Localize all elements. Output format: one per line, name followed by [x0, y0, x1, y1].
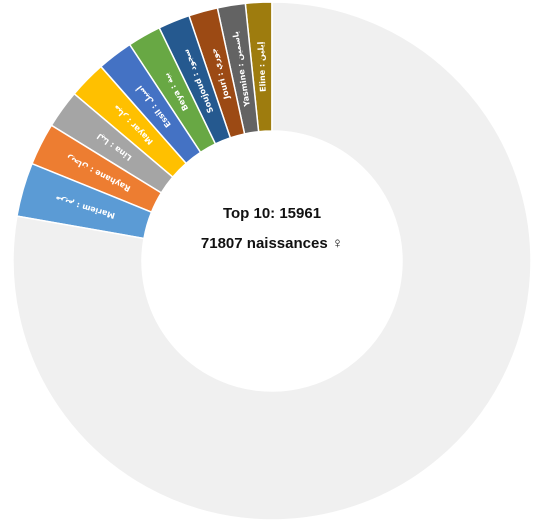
slice-1 — [216, 2, 260, 135]
slice-6 — [73, 65, 188, 179]
slice-3 — [158, 14, 232, 145]
slice-10 — [12, 1, 532, 521]
slice-7 — [50, 92, 174, 194]
slice-2 — [188, 6, 246, 139]
slice-label-0: Eline : إيلين — [256, 41, 268, 92]
donut-slices — [12, 1, 532, 521]
slice-5 — [99, 43, 202, 165]
slice-9 — [16, 162, 153, 240]
center-births-text: 71807 naissances ♀ — [201, 235, 343, 252]
center-top10-text: Top 10: 15961 — [223, 205, 321, 222]
slice-8 — [30, 124, 163, 214]
slice-4 — [128, 26, 217, 154]
